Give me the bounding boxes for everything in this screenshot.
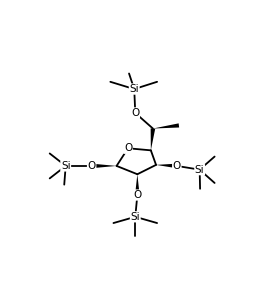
Polygon shape <box>156 164 177 168</box>
Text: O: O <box>173 161 181 171</box>
Text: Si: Si <box>195 165 204 175</box>
Text: O: O <box>88 161 96 171</box>
Text: O: O <box>124 143 132 153</box>
Polygon shape <box>135 174 140 195</box>
Polygon shape <box>153 124 179 128</box>
Polygon shape <box>92 164 117 168</box>
Polygon shape <box>151 128 155 150</box>
Text: O: O <box>131 108 139 118</box>
Text: Si: Si <box>129 84 139 94</box>
Text: Si: Si <box>61 161 70 171</box>
Text: Si: Si <box>131 212 140 222</box>
Text: O: O <box>133 190 142 200</box>
